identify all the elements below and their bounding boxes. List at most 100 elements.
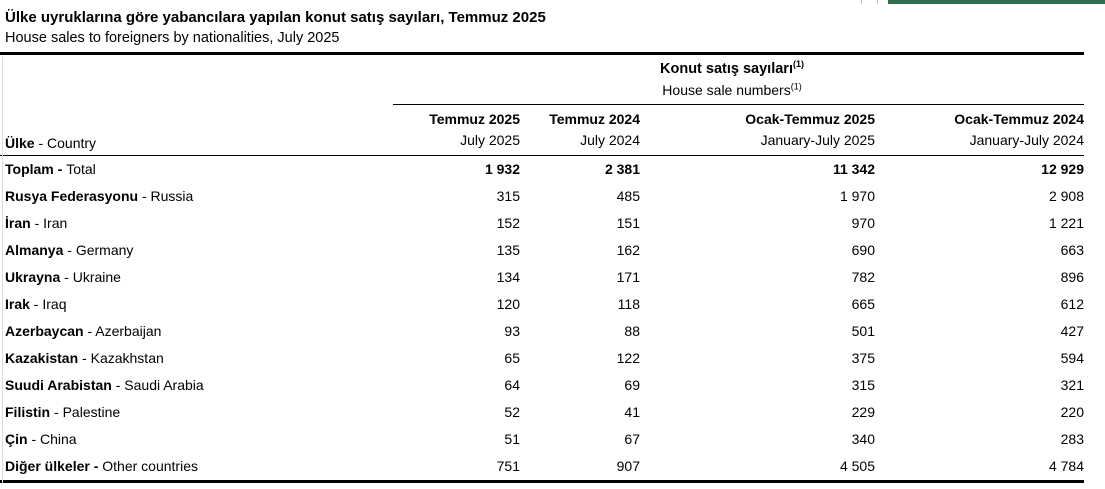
- value-jan-july-2025: 665: [851, 296, 875, 312]
- country-name-turkish: Kazakistan: [5, 350, 79, 366]
- column-header-en: January-July 2024: [969, 132, 1084, 148]
- spanning-header-text: Konut satış sayıları (1) House sale numbe…: [380, 59, 1084, 101]
- column-header-tr: Temmuz 2024: [549, 111, 640, 127]
- column-header-tr: Ocak-Temmuz 2024: [954, 111, 1084, 127]
- country-cell: Azerbaycan - Azerbaijan: [0, 318, 380, 345]
- column-header-en: January-July 2025: [760, 132, 875, 148]
- value-july-2024: 162: [616, 242, 640, 258]
- value-july-2024: 907: [616, 458, 640, 474]
- table-row: Çin - China 51 67 340 283: [0, 426, 1084, 453]
- country-cell: İran - Iran: [0, 210, 380, 237]
- gridline-tick: [877, 0, 878, 4]
- header-rule: [0, 155, 1084, 156]
- value-july-2024: 151: [616, 215, 640, 231]
- table-body: Toplam - Total 1 932 2 381 11 342 12 929…: [0, 156, 1084, 480]
- value-july-2025: 51: [504, 431, 520, 447]
- country-name-turkish: İran: [5, 215, 31, 231]
- country-name-english: China: [40, 431, 77, 447]
- column-header-row: Ülke - Country Temmuz 2025 July 2025 Tem…: [0, 105, 1084, 155]
- value-jan-july-2025: 340: [851, 431, 875, 447]
- value-jan-july-2024: 220: [1060, 404, 1084, 420]
- left-gridline: [2, 57, 3, 483]
- value-jan-july-2025: 315: [851, 377, 875, 393]
- country-name-english: Iran: [43, 215, 68, 231]
- column-header-tr: Ocak-Temmuz 2025: [745, 111, 875, 127]
- country-cell: Çin - China: [0, 426, 380, 453]
- value-july-2025: 65: [504, 350, 520, 366]
- country-name-english: Kazakhstan: [90, 350, 164, 366]
- country-name-separator: -: [60, 269, 73, 285]
- column-header-jan-july-2025: Ocak-Temmuz 2025 January-July 2025: [640, 105, 875, 155]
- column-header-en: July 2024: [580, 132, 640, 148]
- country-name-separator: -: [63, 242, 76, 258]
- column-header-jan-july-2024: Ocak-Temmuz 2024 January-July 2024: [875, 105, 1084, 155]
- country-name-english: Iraq: [42, 296, 67, 312]
- country-cell: Filistin - Palestine: [0, 399, 380, 426]
- value-july-2025: 64: [504, 377, 520, 393]
- value-july-2025: 52: [504, 404, 520, 420]
- country-cell: Toplam - Total: [0, 156, 380, 183]
- span-header-underline: [393, 104, 1084, 105]
- spanning-column-header: Konut satış sayıları (1) House sale numbe…: [0, 55, 1084, 105]
- country-cell: Kazakistan - Kazakhstan: [0, 345, 380, 372]
- value-july-2024: 485: [616, 188, 640, 204]
- page-title-turkish: Ülke uyruklarına göre yabancılara yapıla…: [5, 9, 546, 26]
- value-jan-july-2024: 2 908: [1048, 188, 1084, 204]
- country-name-english: Other countries: [102, 458, 198, 474]
- country-name-turkish: Rusya Federasyonu: [5, 188, 139, 204]
- country-name-turkish: Çin: [5, 431, 28, 447]
- country-name-turkish: Irak: [5, 296, 30, 312]
- table-row: Ukrayna - Ukraine 134 171 782 896: [0, 264, 1084, 291]
- value-jan-july-2024: 663: [1060, 242, 1084, 258]
- table-row: Azerbaycan - Azerbaijan 93 88 501 427: [0, 318, 1084, 345]
- country-name-separator: -: [27, 431, 41, 447]
- value-july-2025: 93: [504, 323, 520, 339]
- span-header-english: House sale numbers(1): [380, 80, 1084, 101]
- table-row: İran - Iran 152 151 970 1 221: [0, 210, 1084, 237]
- country-name-english: Ukraine: [72, 269, 121, 285]
- top-rule: [0, 52, 1084, 55]
- value-jan-july-2024: 612: [1060, 296, 1084, 312]
- country-name-turkish: Suudi Arabistan: [5, 377, 112, 393]
- value-jan-july-2024: 4 784: [1048, 458, 1084, 474]
- title-block: Ülke uyruklarına göre yabancılara yapıla…: [0, 0, 1105, 52]
- value-july-2025: 1 932: [484, 161, 520, 177]
- value-jan-july-2025: 1 970: [839, 188, 875, 204]
- value-july-2024: 118: [617, 296, 640, 312]
- country-cell: Rusya Federasyonu - Russia: [0, 183, 380, 210]
- country-name-separator: -: [50, 404, 63, 420]
- country-name-separator: -: [53, 161, 67, 177]
- span-header-en-text: House sale numbers: [662, 82, 791, 98]
- country-name-separator: -: [29, 296, 43, 312]
- span-header-tr-text: Konut satış sayıları: [660, 61, 793, 77]
- page-title-english: House sales to foreigners by nationaliti…: [5, 30, 340, 46]
- value-july-2024: 122: [616, 350, 640, 366]
- country-cell: Ukrayna - Ukraine: [0, 264, 380, 291]
- value-jan-july-2024: 12 929: [1041, 161, 1084, 177]
- table-row: Rusya Federasyonu - Russia 315 485 1 970…: [0, 183, 1084, 210]
- bottom-rule: [0, 480, 1084, 483]
- country-cell: Almanya - Germany: [0, 237, 380, 264]
- footnote-marker: (1): [790, 81, 802, 92]
- value-july-2024: 2 381: [604, 161, 640, 177]
- table-row: Kazakistan - Kazakhstan 65 122 375 594: [0, 345, 1084, 372]
- value-jan-july-2024: 594: [1060, 350, 1084, 366]
- value-july-2025: 152: [496, 215, 520, 231]
- column-header-tr: Temmuz 2025: [429, 111, 520, 127]
- table-row: Irak - Iraq 120 118 665 612: [0, 291, 1084, 318]
- country-cell: Irak - Iraq: [0, 291, 380, 318]
- value-july-2024: 41: [624, 404, 640, 420]
- value-jan-july-2024: 896: [1060, 269, 1084, 285]
- country-name-turkish: Diğer ülkeler: [5, 458, 90, 474]
- value-jan-july-2025: 970: [851, 215, 875, 231]
- value-jan-july-2025: 501: [851, 323, 875, 339]
- country-name-separator: -: [89, 458, 103, 474]
- value-jan-july-2025: 4 505: [839, 458, 875, 474]
- country-name-english: Saudi Arabia: [124, 377, 204, 393]
- country-name-separator: -: [78, 350, 91, 366]
- country-name-english: Palestine: [62, 404, 121, 420]
- value-jan-july-2024: 427: [1060, 323, 1084, 339]
- table-row: Diğer ülkeler - Other countries 751 907 …: [0, 453, 1084, 480]
- value-jan-july-2024: 321: [1060, 377, 1084, 393]
- value-july-2025: 751: [496, 458, 520, 474]
